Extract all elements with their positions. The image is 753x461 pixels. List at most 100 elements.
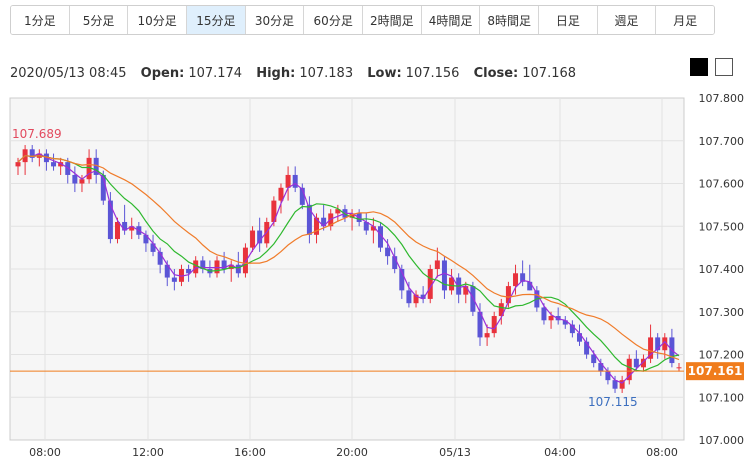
candle-body [491, 316, 497, 334]
candle-body [569, 324, 575, 334]
x-tick-label: 04:00 [544, 446, 576, 459]
candle-body [541, 307, 547, 321]
candle-body [505, 286, 511, 304]
candle-body [520, 273, 526, 282]
candle-body [598, 363, 604, 372]
candle-body [214, 260, 220, 274]
candle-body [441, 260, 447, 291]
candle-body [676, 367, 682, 369]
candle-body [335, 209, 341, 214]
x-tick-label: 16:00 [234, 446, 266, 459]
tab-11[interactable]: 月足 [656, 6, 714, 34]
y-tick-label: 107.800 [699, 92, 745, 105]
y-tick-label: 107.300 [699, 306, 745, 319]
candle-body [377, 226, 383, 248]
y-tick-label: 107.700 [699, 135, 745, 148]
candle-body [285, 174, 291, 188]
y-tick-label: 107.600 [699, 178, 745, 191]
candle-body [513, 273, 519, 287]
candle-body [385, 247, 391, 257]
tab-9[interactable]: 日足 [539, 6, 598, 34]
tab-3[interactable]: 15分足 [187, 6, 246, 34]
y-tick-label: 107.200 [699, 349, 745, 362]
candle-body [576, 333, 582, 342]
candle-body [413, 294, 419, 304]
candle-body [186, 269, 192, 274]
candle-body [164, 264, 170, 278]
candle-body [221, 260, 227, 269]
candle-body [619, 380, 625, 389]
candle-body [662, 337, 668, 351]
candle-body [299, 187, 305, 205]
candle-body [100, 174, 106, 201]
tab-10[interactable]: 週足 [597, 6, 657, 34]
candle-body [242, 247, 248, 274]
ma-short-line [17, 152, 680, 384]
low-label: Low: [367, 66, 402, 81]
low-value: 107.156 [405, 66, 460, 81]
y-tick-label: 107.100 [699, 391, 745, 404]
candle-body [605, 371, 611, 381]
candle-body [107, 200, 113, 240]
tab-4[interactable]: 30分足 [245, 6, 305, 34]
candle-body [562, 320, 568, 325]
tab-0[interactable]: 1分足 [11, 6, 70, 34]
tab-1[interactable]: 5分足 [69, 6, 129, 34]
candle-body [65, 162, 71, 175]
candle-body [129, 226, 135, 231]
x-tick-label: 20:00 [336, 446, 368, 459]
candle-body [463, 286, 469, 295]
tab-7[interactable]: 4時間足 [421, 6, 481, 34]
candle-body [150, 243, 156, 252]
tab-8[interactable]: 8時間足 [480, 6, 540, 34]
high-value: 107.183 [299, 66, 354, 81]
candle-body [292, 174, 298, 188]
candle-body [193, 260, 199, 274]
candle-body [171, 277, 177, 282]
tab-2[interactable]: 10分足 [128, 6, 188, 34]
candle-body [15, 162, 21, 167]
candle-body [591, 354, 597, 364]
close-label: Close: [473, 66, 519, 81]
candle-body [584, 341, 590, 355]
info-datetime: 2020/05/13 08:45 [10, 66, 127, 81]
theme-white-button[interactable] [715, 58, 733, 76]
tab-5[interactable]: 60分足 [304, 6, 364, 34]
x-tick-label: 05/13 [439, 446, 471, 459]
y-tick-label: 107.000 [699, 434, 745, 447]
candle-body [306, 204, 312, 235]
candle-body [93, 157, 99, 175]
candle-body [633, 358, 639, 368]
candle-body [157, 251, 163, 265]
candle-body [655, 337, 661, 351]
y-tick-label: 107.500 [699, 220, 745, 233]
candle-body [477, 311, 483, 338]
x-tick-label: 12:00 [132, 446, 164, 459]
theme-black-button[interactable] [690, 58, 708, 76]
candle-body [626, 358, 632, 381]
candle-body [51, 162, 57, 167]
candle-body [178, 269, 184, 282]
candle-body [449, 277, 455, 291]
x-tick-label: 08:00 [29, 446, 61, 459]
candle-body [143, 234, 149, 244]
candle-body [115, 221, 121, 240]
current-price-label: 107.161 [688, 364, 743, 378]
candle-body [79, 179, 85, 184]
candle-body [498, 303, 504, 317]
candle-body [278, 187, 284, 201]
x-tick-label: 08:00 [646, 446, 678, 459]
candle-body [640, 358, 646, 368]
low-annotation: 107.115 [588, 395, 638, 409]
candle-body [548, 316, 554, 321]
candle-body [484, 333, 490, 338]
candle-body [29, 149, 35, 158]
high-label: High: [256, 66, 296, 81]
candle-body [321, 217, 327, 227]
tab-6[interactable]: 2時間足 [363, 6, 422, 34]
candle-body [420, 294, 426, 299]
candle-body [612, 380, 618, 389]
candle-body [122, 221, 128, 231]
close-value: 107.168 [522, 66, 577, 81]
candle-body [406, 290, 412, 304]
